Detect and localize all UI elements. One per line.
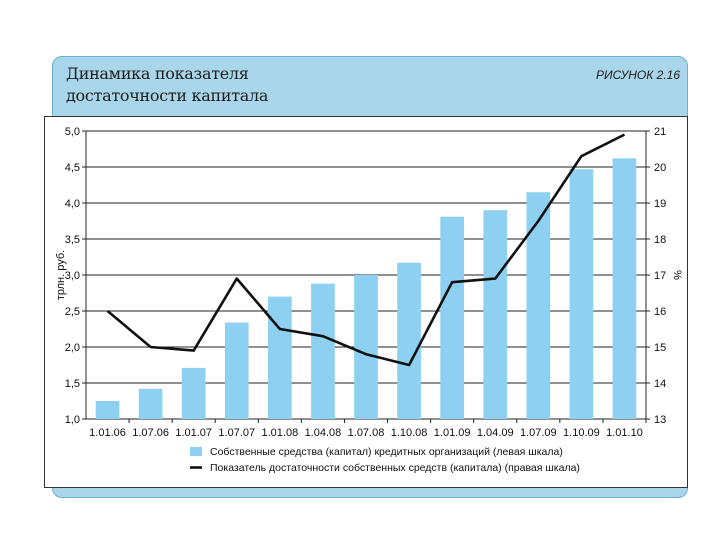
x-tick-label: 1.04.09 xyxy=(477,427,514,439)
y-tick-label: 1,5 xyxy=(65,378,80,390)
y2-tick-label: 13 xyxy=(654,414,666,426)
bar xyxy=(483,210,508,419)
y-tick-label: 3,0 xyxy=(65,270,80,282)
bar xyxy=(569,169,594,419)
x-tick-label: 1.07.09 xyxy=(520,427,557,439)
x-tick-label: 1.07.07 xyxy=(218,427,255,439)
y-tick-label: 2,5 xyxy=(65,306,80,318)
bar xyxy=(95,401,120,419)
y2-tick-label: 16 xyxy=(654,306,666,318)
y-tick-label: 5,0 xyxy=(65,126,80,138)
y2-tick-label: 18 xyxy=(654,234,666,246)
x-tick-label: 1.01.09 xyxy=(434,427,471,439)
bar xyxy=(181,367,206,419)
x-tick-label: 1.04.08 xyxy=(305,427,342,439)
bar xyxy=(397,262,421,419)
y-tick-label: 1,0 xyxy=(65,414,80,426)
bar xyxy=(268,296,292,419)
x-tick-label: 1.01.07 xyxy=(175,427,212,439)
bar xyxy=(311,283,335,419)
bar xyxy=(354,275,378,419)
x-tick-label: 1.10.09 xyxy=(563,427,600,439)
x-tick-label: 1.07.06 xyxy=(132,427,169,439)
y-tick-label: 3,5 xyxy=(65,234,80,246)
bar xyxy=(526,192,551,419)
figure-label: РИСУНОК 2.16 xyxy=(595,68,680,82)
bar xyxy=(138,388,163,419)
y2-tick-label: 20 xyxy=(654,162,666,174)
bar xyxy=(612,158,637,420)
x-tick-label: 1.01.10 xyxy=(606,427,643,439)
y2-tick-label: 17 xyxy=(654,270,666,282)
y2-tick-label: 14 xyxy=(654,378,666,390)
y-tick-label: 2,0 xyxy=(65,342,80,354)
bar xyxy=(440,216,464,419)
y2-tick-label: 21 xyxy=(654,126,666,138)
y-tick-label: 4,5 xyxy=(65,162,80,174)
y2-tick-label: 19 xyxy=(654,198,666,210)
legend-label-line: Показатель достаточности собственных сре… xyxy=(210,462,580,474)
x-tick-label: 1.07.08 xyxy=(348,427,385,439)
legend-swatch-bars xyxy=(190,447,202,456)
y2-tick-label: 15 xyxy=(654,342,666,354)
bar xyxy=(224,322,249,419)
x-tick-label: 1.01.08 xyxy=(261,427,298,439)
y-tick-label: 4,0 xyxy=(65,198,80,210)
x-tick-label: 1.10.08 xyxy=(391,427,428,439)
x-tick-label: 1.01.06 xyxy=(89,427,126,439)
y-axis-label: трлн. руб. xyxy=(55,250,67,300)
legend-label-bars: Собственные средства (капитал) кредитных… xyxy=(210,446,563,458)
chart-title: Динамика показателя достаточности капита… xyxy=(66,64,269,105)
y2-axis-label: % xyxy=(671,270,683,280)
